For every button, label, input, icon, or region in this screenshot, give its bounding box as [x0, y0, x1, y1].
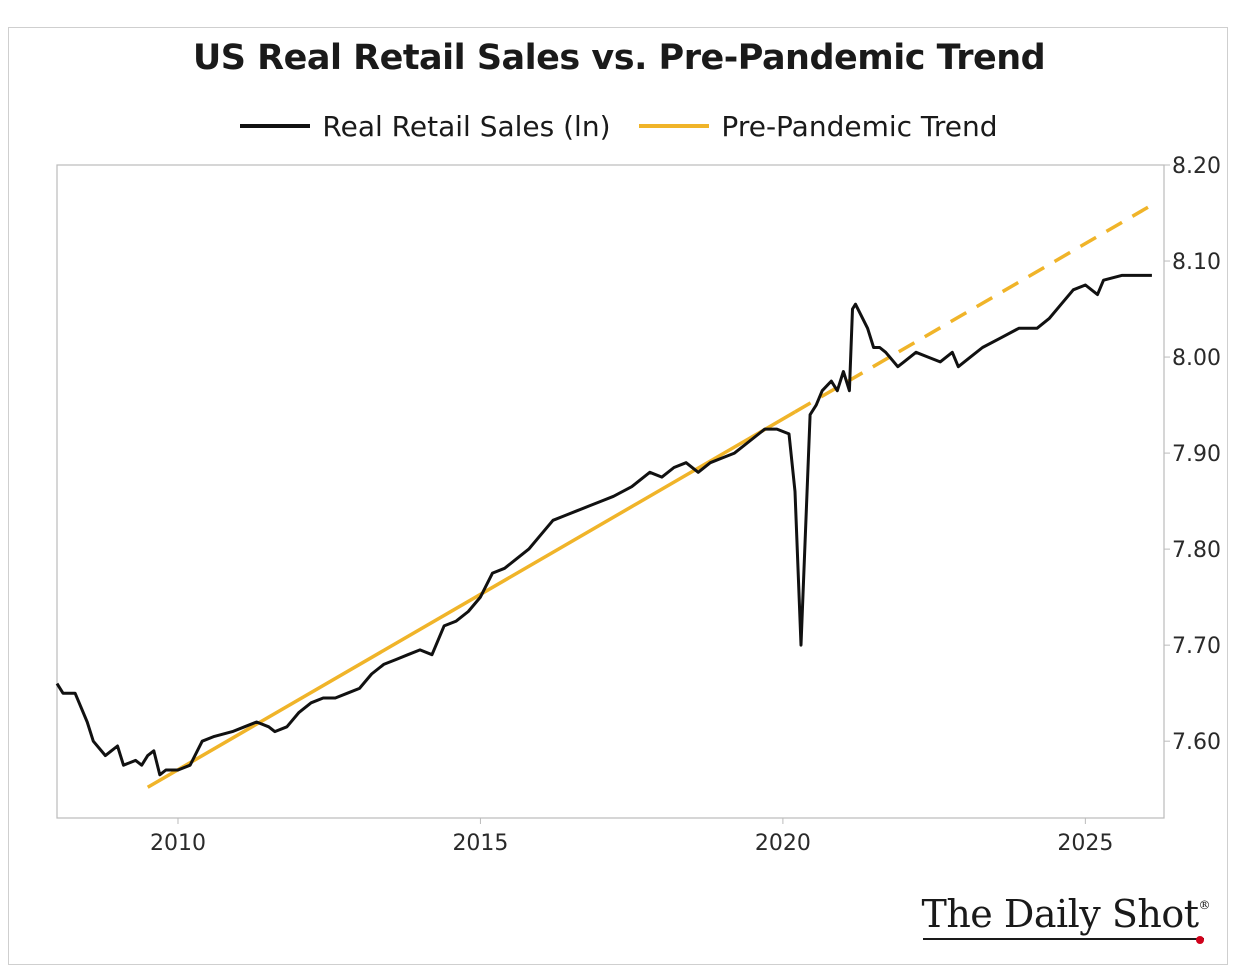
daily-shot-logo: The Daily Shot® [921, 892, 1211, 944]
legend-label-trend: Pre-Pandemic Trend [721, 109, 998, 143]
chart-legend: Real Retail Sales (ln) Pre-Pandemic Tren… [0, 102, 1238, 143]
logo-registered-mark: ® [1198, 898, 1211, 912]
y-tick-label: 7.80 [1172, 538, 1221, 563]
y-tick-label: 8.00 [1172, 346, 1221, 371]
sales-series-line [55, 273, 1152, 777]
y-tick-label: 8.20 [1172, 154, 1221, 179]
x-tick-label: 2015 [452, 831, 508, 856]
chart-title: US Real Retail Sales vs. Pre-Pandemic Tr… [192, 38, 1046, 78]
logo-text: The Daily Shot [921, 892, 1199, 936]
legend-item-sales: Real Retail Sales (ln) [240, 109, 611, 143]
legend-swatch-sales [240, 124, 311, 128]
x-tick-label: 2010 [150, 831, 206, 856]
logo-underline [923, 938, 1204, 940]
y-tick-label: 7.70 [1172, 634, 1221, 659]
trend-line-dashed [794, 199, 1159, 414]
chart-frame [8, 27, 1228, 965]
y-tick-label: 7.90 [1172, 442, 1221, 467]
trend-line-solid [146, 410, 796, 789]
legend-item-trend: Pre-Pandemic Trend [639, 109, 998, 143]
y-tick-label: 8.10 [1172, 250, 1221, 275]
legend-swatch-trend [639, 124, 710, 128]
logo-red-dot [1196, 936, 1204, 944]
plot-area-border [56, 164, 1165, 819]
legend-label-sales: Real Retail Sales (ln) [322, 109, 611, 143]
y-tick-label: 7.60 [1172, 730, 1221, 755]
x-tick-label: 2025 [1057, 831, 1113, 856]
x-tick-label: 2020 [755, 831, 811, 856]
